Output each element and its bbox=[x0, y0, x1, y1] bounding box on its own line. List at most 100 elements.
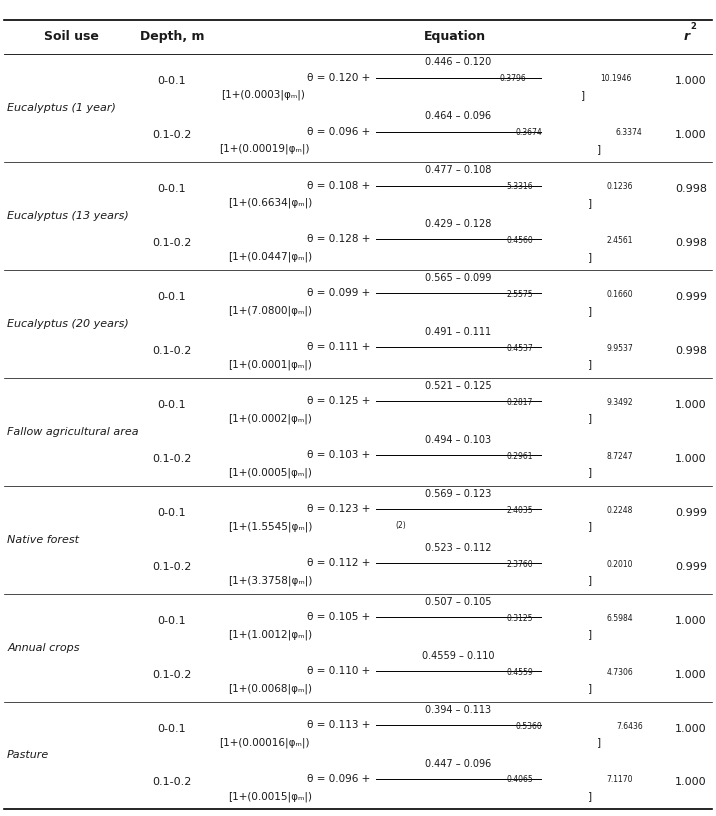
Text: 0.429 – 0.128: 0.429 – 0.128 bbox=[425, 219, 491, 229]
Text: [1+(0.00019|φₘ|): [1+(0.00019|φₘ|) bbox=[219, 144, 309, 154]
Text: 1.000: 1.000 bbox=[675, 778, 707, 787]
Text: 0.2010: 0.2010 bbox=[606, 560, 633, 569]
Text: 7.1170: 7.1170 bbox=[606, 775, 633, 784]
Text: [1+(0.00016|φₘ|): [1+(0.00016|φₘ|) bbox=[219, 737, 309, 747]
Text: ]: ] bbox=[597, 738, 601, 747]
Text: Fallow agricultural area: Fallow agricultural area bbox=[7, 427, 139, 437]
Text: 0.1-0.2: 0.1-0.2 bbox=[153, 237, 191, 248]
Text: θ = 0.103 +: θ = 0.103 + bbox=[307, 450, 370, 460]
Text: 6.3374: 6.3374 bbox=[616, 128, 643, 137]
Text: [1+(3.3758|φₘ|): [1+(3.3758|φₘ|) bbox=[228, 575, 312, 586]
Text: ]: ] bbox=[588, 468, 592, 477]
Text: 0.1-0.2: 0.1-0.2 bbox=[153, 670, 191, 680]
Text: 1.000: 1.000 bbox=[675, 724, 707, 734]
Text: ]: ] bbox=[588, 521, 592, 531]
Text: [1+(7.0800|φₘ|): [1+(7.0800|φₘ|) bbox=[228, 305, 312, 316]
Text: 0.523 – 0.112: 0.523 – 0.112 bbox=[425, 543, 491, 552]
Text: Eucalyptus (20 years): Eucalyptus (20 years) bbox=[7, 319, 129, 329]
Text: 0.5360: 0.5360 bbox=[516, 721, 543, 730]
Text: θ = 0.120 +: θ = 0.120 + bbox=[307, 73, 370, 82]
Text: (2): (2) bbox=[396, 521, 407, 530]
Text: [1+(0.0005|φₘ|): [1+(0.0005|φₘ|) bbox=[228, 468, 312, 478]
Text: 0.4065: 0.4065 bbox=[506, 775, 533, 784]
Text: [1+(1.0012|φₘ|): [1+(1.0012|φₘ|) bbox=[228, 629, 312, 640]
Text: 1.000: 1.000 bbox=[675, 130, 707, 140]
Text: θ = 0.128 +: θ = 0.128 + bbox=[306, 234, 370, 245]
Text: 0.1660: 0.1660 bbox=[606, 290, 634, 299]
Text: θ = 0.123 +: θ = 0.123 + bbox=[306, 504, 370, 514]
Text: 0.999: 0.999 bbox=[675, 561, 707, 571]
Text: 0.507 – 0.105: 0.507 – 0.105 bbox=[425, 596, 491, 607]
Text: 0.998: 0.998 bbox=[675, 184, 707, 193]
Text: 2.4561: 2.4561 bbox=[606, 236, 633, 245]
Text: 0-0.1: 0-0.1 bbox=[158, 615, 186, 626]
Text: Native forest: Native forest bbox=[7, 534, 79, 544]
Text: 0.999: 0.999 bbox=[675, 292, 707, 302]
Text: 0.477 – 0.108: 0.477 – 0.108 bbox=[425, 165, 491, 175]
Text: Annual crops: Annual crops bbox=[7, 642, 79, 653]
Text: 0.565 – 0.099: 0.565 – 0.099 bbox=[425, 273, 491, 283]
Text: θ = 0.096 +: θ = 0.096 + bbox=[307, 126, 370, 136]
Text: 0-0.1: 0-0.1 bbox=[158, 724, 186, 734]
Text: θ = 0.096 +: θ = 0.096 + bbox=[307, 774, 370, 784]
Text: θ = 0.099 +: θ = 0.099 + bbox=[307, 289, 370, 299]
Text: 9.9537: 9.9537 bbox=[606, 344, 634, 353]
Text: 0.998: 0.998 bbox=[675, 346, 707, 356]
Text: 1.000: 1.000 bbox=[675, 670, 707, 680]
Text: ]: ] bbox=[581, 90, 586, 100]
Text: ]: ] bbox=[588, 792, 592, 801]
Text: Soil use: Soil use bbox=[44, 30, 99, 43]
Text: 0.1-0.2: 0.1-0.2 bbox=[153, 346, 191, 356]
Text: θ = 0.125 +: θ = 0.125 + bbox=[306, 397, 370, 406]
Text: 7.6436: 7.6436 bbox=[616, 721, 643, 730]
Text: 0.3674: 0.3674 bbox=[516, 128, 543, 137]
Text: θ = 0.110 +: θ = 0.110 + bbox=[307, 667, 370, 676]
Text: 0-0.1: 0-0.1 bbox=[158, 184, 186, 193]
Text: 0.4560: 0.4560 bbox=[506, 236, 533, 245]
Text: ]: ] bbox=[588, 414, 592, 424]
Text: ]: ] bbox=[588, 360, 592, 370]
Text: ]: ] bbox=[588, 575, 592, 585]
Text: 10.1946: 10.1946 bbox=[600, 73, 632, 83]
Text: Eucalyptus (13 years): Eucalyptus (13 years) bbox=[7, 211, 129, 221]
Text: [1+(0.0003|φₘ|): [1+(0.0003|φₘ|) bbox=[221, 90, 305, 100]
Text: θ = 0.111 +: θ = 0.111 + bbox=[306, 343, 370, 353]
Text: 4.7306: 4.7306 bbox=[606, 667, 634, 676]
Text: [1+(0.0001|φₘ|): [1+(0.0001|φₘ|) bbox=[228, 359, 312, 370]
Text: ]: ] bbox=[588, 306, 592, 316]
Text: 0.1236: 0.1236 bbox=[606, 182, 633, 191]
Text: 0.2817: 0.2817 bbox=[506, 397, 533, 406]
Text: 0.998: 0.998 bbox=[675, 237, 707, 248]
Text: 0.999: 0.999 bbox=[675, 508, 707, 517]
Text: 8.7247: 8.7247 bbox=[606, 451, 633, 461]
Text: 0.2248: 0.2248 bbox=[606, 506, 633, 515]
Text: ]: ] bbox=[597, 144, 601, 153]
Text: 2.3760: 2.3760 bbox=[506, 560, 533, 569]
Text: 0.3125: 0.3125 bbox=[506, 614, 533, 623]
Text: 2: 2 bbox=[691, 22, 697, 31]
Text: Equation: Equation bbox=[424, 30, 485, 43]
Text: 0-0.1: 0-0.1 bbox=[158, 508, 186, 517]
Text: 0.1-0.2: 0.1-0.2 bbox=[153, 778, 191, 787]
Text: 0-0.1: 0-0.1 bbox=[158, 292, 186, 302]
Text: θ = 0.105 +: θ = 0.105 + bbox=[307, 612, 370, 623]
Text: ]: ] bbox=[588, 251, 592, 262]
Text: 0.1-0.2: 0.1-0.2 bbox=[153, 130, 191, 140]
Text: Pasture: Pasture bbox=[7, 751, 49, 761]
Text: [1+(0.0002|φₘ|): [1+(0.0002|φₘ|) bbox=[228, 413, 312, 424]
Text: 0.494 – 0.103: 0.494 – 0.103 bbox=[425, 435, 491, 445]
Text: ]: ] bbox=[588, 197, 592, 207]
Text: r: r bbox=[683, 30, 690, 43]
Text: 0.4559 – 0.110: 0.4559 – 0.110 bbox=[422, 651, 495, 661]
Text: 0.521 – 0.125: 0.521 – 0.125 bbox=[425, 381, 492, 391]
Text: 0.446 – 0.120: 0.446 – 0.120 bbox=[425, 57, 491, 67]
Text: [1+(1.5545|φₘ|): [1+(1.5545|φₘ|) bbox=[228, 521, 312, 532]
Text: 0.394 – 0.113: 0.394 – 0.113 bbox=[425, 705, 491, 715]
Text: 1.000: 1.000 bbox=[675, 615, 707, 626]
Text: θ = 0.112 +: θ = 0.112 + bbox=[306, 558, 370, 568]
Text: 0.447 – 0.096: 0.447 – 0.096 bbox=[425, 759, 491, 769]
Text: 0-0.1: 0-0.1 bbox=[158, 400, 186, 410]
Text: 6.5984: 6.5984 bbox=[606, 614, 634, 623]
Text: [1+(0.0068|φₘ|): [1+(0.0068|φₘ|) bbox=[228, 683, 312, 694]
Text: θ = 0.108 +: θ = 0.108 + bbox=[307, 180, 370, 190]
